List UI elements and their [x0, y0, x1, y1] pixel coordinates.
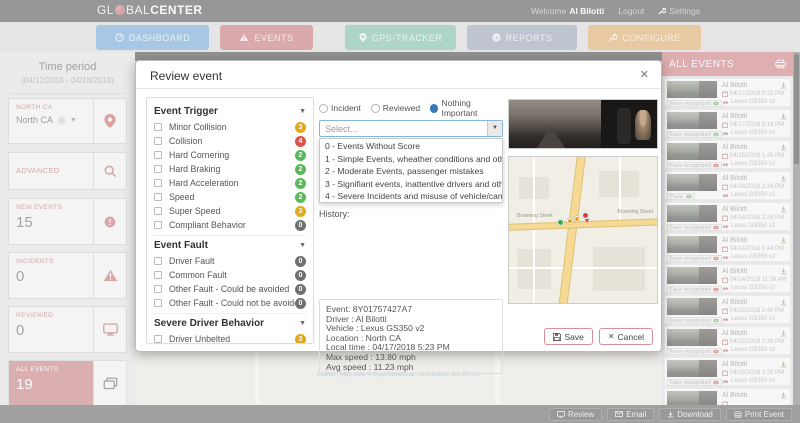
radio-dot[interactable] — [370, 103, 380, 113]
modal-title: Review event — [150, 69, 223, 83]
checklist-item: Common Fault 0 — [154, 268, 306, 282]
checklist-item: Other Fault - Could not be avoided 0 — [154, 296, 306, 310]
street-label: Browning Street — [517, 213, 553, 219]
severity-badge: 0 — [295, 283, 306, 295]
checklist-item: Super Speed 3 — [154, 204, 306, 218]
checklist-item: Speed 2 — [154, 190, 306, 204]
event-detail-line: Event: 8Y01757427A7 — [326, 305, 413, 314]
checkbox[interactable] — [154, 335, 162, 343]
checklist-item: Hard Acceleration 2 — [154, 176, 306, 190]
road-view — [509, 100, 601, 148]
event-detail-line: Driver : Al Bilotti — [326, 314, 387, 324]
event-checklist-panel: Event Trigger ▼ Minor Collision 3 Collis… — [146, 97, 314, 344]
event-details-box: Event: 8Y01757427A7 Driver : Al Bilotti … — [319, 299, 503, 374]
cancel-button[interactable]: ✕ Cancel — [598, 328, 653, 345]
save-button[interactable]: Save — [544, 328, 593, 345]
score-option[interactable]: 4 - Severe Incidents and misuse of vehic… — [325, 191, 502, 201]
street-label: Browning Street — [617, 209, 653, 215]
checkbox[interactable] — [154, 193, 162, 201]
driver-figure — [635, 110, 651, 140]
checkbox[interactable] — [154, 179, 162, 187]
event-detail-line: Location : North CA — [326, 333, 401, 343]
checkbox[interactable] — [154, 165, 162, 173]
severity-badge: 4 — [295, 135, 306, 147]
score-option[interactable]: 0 - Events Without Score — [325, 141, 421, 151]
checklist-item: Hard Cornering 2 — [154, 148, 306, 162]
checkbox[interactable] — [154, 257, 162, 265]
score-option[interactable]: 2 - Moderate Events, passenger mistakes — [325, 166, 484, 176]
checklist-item: Driver Unbelted 3 — [154, 332, 306, 343]
checkbox[interactable] — [154, 207, 162, 215]
modal-header: Review event ✕ — [136, 61, 661, 89]
severity-badge: 3 — [295, 121, 306, 133]
checkbox[interactable] — [154, 271, 162, 279]
close-icon[interactable]: ✕ — [639, 69, 649, 81]
checklist-item: Collision 4 — [154, 134, 306, 148]
severity-badge: 0 — [295, 297, 306, 309]
score-option[interactable]: 3 - Signifiant events, inattentive drive… — [325, 178, 502, 189]
review-event-modal: Review event ✕ Event Trigger ▼ Minor Col… — [135, 60, 662, 374]
radio-option[interactable]: Nothing Important — [430, 98, 503, 118]
map-road-horizontal — [509, 218, 657, 231]
save-floppy-icon — [553, 332, 562, 341]
severity-badge: 2 — [295, 163, 306, 175]
map-road-vertical — [556, 157, 587, 303]
checklist-item: Other Fault - Could be avoided 0 — [154, 282, 306, 296]
checkbox[interactable] — [154, 123, 162, 131]
severity-badge: 2 — [295, 149, 306, 161]
score-select[interactable]: Select... ▼ — [319, 120, 503, 137]
severity-badge: 3 — [295, 205, 306, 217]
radio-dot[interactable] — [319, 103, 328, 113]
checklist-item: Minor Collision 3 — [154, 120, 306, 134]
severity-badge: 3 — [295, 333, 306, 343]
event-location-marker — [582, 212, 589, 223]
event-detail-line: Avg speed : 11.23 mph — [326, 362, 414, 372]
checklist-item: Hard Braking 2 — [154, 162, 306, 176]
radio-option[interactable]: Reviewed — [370, 103, 420, 113]
severity-badge: 0 — [295, 255, 306, 267]
checkbox[interactable] — [154, 151, 162, 159]
review-status-radios: Incident Reviewed Nothing Important — [319, 98, 503, 118]
score-select-placeholder: Select... — [325, 124, 358, 134]
event-trigger-list: Minor Collision 3 Collision 4 Hard Corne… — [154, 120, 306, 232]
event-detail-line: Max speed : 13.80 mph — [326, 352, 416, 362]
event-detail-line: Local time : 04/17/2018 5:23 PM — [326, 343, 450, 353]
route-start-marker — [557, 219, 564, 226]
chevron-down-icon[interactable]: ▼ — [487, 121, 502, 136]
chevron-down-icon: ▼ — [299, 108, 306, 115]
severe-behavior-list: Driver Unbelted 3 — [154, 332, 306, 343]
route-point-marker — [574, 216, 580, 222]
section-event-fault[interactable]: Event Fault ▼ — [154, 240, 306, 251]
severity-badge: 2 — [295, 191, 306, 203]
checkbox[interactable] — [154, 285, 162, 293]
radio-option[interactable]: Incident — [319, 103, 361, 113]
radio-dot[interactable] — [430, 103, 439, 113]
checklist-item: Driver Fault 0 — [154, 254, 306, 268]
event-detail-line: Vehicle : Lexus GS350 v2 — [326, 324, 425, 334]
cancel-x-icon: ✕ — [607, 332, 615, 341]
chevron-down-icon: ▼ — [299, 242, 306, 249]
camera-snapshot[interactable] — [508, 99, 658, 149]
history-label: History: — [319, 208, 350, 219]
event-location-map[interactable]: Browning Street Browning Street — [508, 156, 658, 304]
checkbox[interactable] — [154, 221, 162, 229]
checkbox[interactable] — [154, 299, 162, 307]
section-event-trigger[interactable]: Event Trigger ▼ — [154, 106, 306, 117]
score-dropdown-list: 0 - Events Without Score 1 - Simple Even… — [319, 138, 503, 203]
event-fault-list: Driver Fault 0 Common Fault 0 Other Faul… — [154, 254, 306, 310]
severity-badge: 2 — [295, 177, 306, 189]
score-option[interactable]: 1 - Simple Events, wheather conditions a… — [325, 153, 502, 164]
route-point-marker — [567, 218, 573, 224]
chevron-down-icon: ▼ — [299, 320, 306, 327]
severity-badge: 0 — [295, 269, 306, 281]
section-severe-driver-behavior[interactable]: Severe Driver Behavior ▼ — [154, 318, 306, 329]
severity-badge: 0 — [295, 219, 306, 231]
checklist-item: Compliant Behavior 0 — [154, 218, 306, 232]
checkbox[interactable] — [154, 137, 162, 145]
